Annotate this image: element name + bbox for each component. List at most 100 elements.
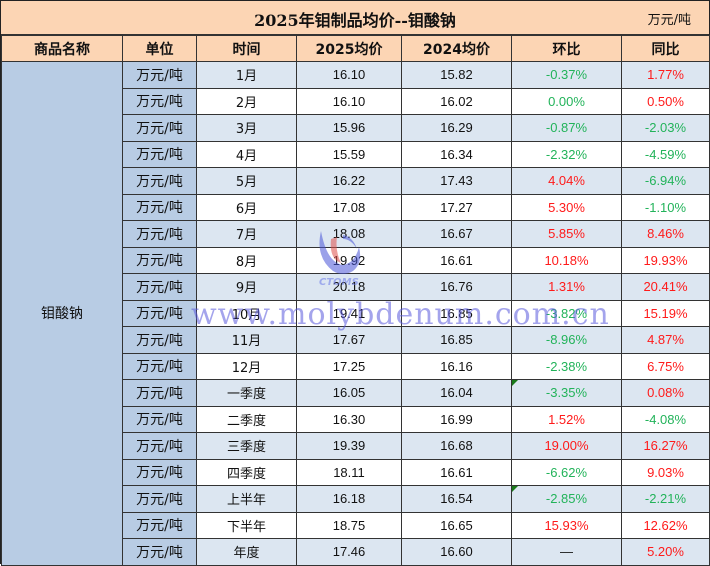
mom-cell[interactable]: -8.96% bbox=[511, 326, 622, 354]
unit-cell[interactable]: 万元/吨 bbox=[122, 61, 197, 89]
header-period[interactable]: 时间 bbox=[196, 35, 297, 62]
yoy-cell[interactable]: 8.46% bbox=[621, 220, 710, 248]
yoy-cell[interactable]: 4.87% bbox=[621, 326, 710, 354]
price-2025-cell[interactable]: 19.39 bbox=[296, 432, 402, 460]
period-cell[interactable]: 上半年 bbox=[196, 485, 297, 513]
unit-cell[interactable]: 万元/吨 bbox=[122, 140, 197, 168]
mom-cell[interactable]: -2.85% bbox=[511, 485, 622, 513]
price-2025-cell[interactable]: 16.10 bbox=[296, 61, 402, 89]
price-2024-cell[interactable]: 16.60 bbox=[401, 538, 512, 566]
period-cell[interactable]: 二季度 bbox=[196, 405, 297, 433]
price-2024-cell[interactable]: 16.99 bbox=[401, 405, 512, 433]
period-cell[interactable]: 一季度 bbox=[196, 379, 297, 407]
price-2025-cell[interactable]: 17.25 bbox=[296, 352, 402, 380]
mom-cell[interactable]: -6.62% bbox=[511, 458, 622, 486]
price-2025-cell[interactable]: 15.96 bbox=[296, 114, 402, 142]
price-2025-cell[interactable]: 18.08 bbox=[296, 220, 402, 248]
unit-cell[interactable]: 万元/吨 bbox=[122, 352, 197, 380]
header-price-2024[interactable]: 2024均价 bbox=[401, 35, 512, 62]
period-cell[interactable]: 7月 bbox=[196, 220, 297, 248]
mom-cell[interactable]: 15.93% bbox=[511, 511, 622, 539]
unit-cell[interactable]: 万元/吨 bbox=[122, 405, 197, 433]
mom-cell[interactable]: -2.32% bbox=[511, 140, 622, 168]
unit-cell[interactable]: 万元/吨 bbox=[122, 114, 197, 142]
period-cell[interactable]: 8月 bbox=[196, 246, 297, 274]
unit-cell[interactable]: 万元/吨 bbox=[122, 87, 197, 115]
mom-cell[interactable]: 1.31% bbox=[511, 273, 622, 301]
period-cell[interactable]: 11月 bbox=[196, 326, 297, 354]
price-2024-cell[interactable]: 15.82 bbox=[401, 61, 512, 89]
period-cell[interactable]: 12月 bbox=[196, 352, 297, 380]
yoy-cell[interactable]: -1.10% bbox=[621, 193, 710, 221]
mom-cell[interactable]: -0.87% bbox=[511, 114, 622, 142]
unit-cell[interactable]: 万元/吨 bbox=[122, 326, 197, 354]
mom-cell[interactable]: -0.37% bbox=[511, 61, 622, 89]
unit-cell[interactable]: 万元/吨 bbox=[122, 246, 197, 274]
price-2024-cell[interactable]: 16.68 bbox=[401, 432, 512, 460]
price-2024-cell[interactable]: 16.67 bbox=[401, 220, 512, 248]
price-2025-cell[interactable]: 15.59 bbox=[296, 140, 402, 168]
header-yoy[interactable]: 同比 bbox=[621, 35, 710, 62]
mom-cell[interactable]: 19.00% bbox=[511, 432, 622, 460]
mom-cell[interactable]: 4.04% bbox=[511, 167, 622, 195]
header-price-2025[interactable]: 2025均价 bbox=[296, 35, 402, 62]
price-2024-cell[interactable]: 17.27 bbox=[401, 193, 512, 221]
price-2025-cell[interactable]: 19.92 bbox=[296, 246, 402, 274]
header-mom[interactable]: 环比 bbox=[511, 35, 622, 62]
yoy-cell[interactable]: -4.59% bbox=[621, 140, 710, 168]
mom-cell[interactable]: — bbox=[511, 538, 622, 566]
yoy-cell[interactable]: 15.19% bbox=[621, 299, 710, 327]
price-2025-cell[interactable]: 16.22 bbox=[296, 167, 402, 195]
unit-cell[interactable]: 万元/吨 bbox=[122, 485, 197, 513]
price-2024-cell[interactable]: 16.85 bbox=[401, 299, 512, 327]
price-2024-cell[interactable]: 16.61 bbox=[401, 246, 512, 274]
unit-cell[interactable]: 万元/吨 bbox=[122, 458, 197, 486]
header-product[interactable]: 商品名称 bbox=[1, 35, 123, 62]
price-2024-cell[interactable]: 16.61 bbox=[401, 458, 512, 486]
period-cell[interactable]: 年度 bbox=[196, 538, 297, 566]
price-2024-cell[interactable]: 16.02 bbox=[401, 87, 512, 115]
unit-cell[interactable]: 万元/吨 bbox=[122, 432, 197, 460]
unit-cell[interactable]: 万元/吨 bbox=[122, 220, 197, 248]
period-cell[interactable]: 1月 bbox=[196, 61, 297, 89]
period-cell[interactable]: 四季度 bbox=[196, 458, 297, 486]
price-2024-cell[interactable]: 16.65 bbox=[401, 511, 512, 539]
mom-cell[interactable]: -3.35% bbox=[511, 379, 622, 407]
price-2025-cell[interactable]: 16.30 bbox=[296, 405, 402, 433]
mom-cell[interactable]: -2.38% bbox=[511, 352, 622, 380]
unit-cell[interactable]: 万元/吨 bbox=[122, 379, 197, 407]
yoy-cell[interactable]: 16.27% bbox=[621, 432, 710, 460]
yoy-cell[interactable]: 12.62% bbox=[621, 511, 710, 539]
price-2024-cell[interactable]: 16.16 bbox=[401, 352, 512, 380]
price-2025-cell[interactable]: 20.18 bbox=[296, 273, 402, 301]
unit-cell[interactable]: 万元/吨 bbox=[122, 538, 197, 566]
mom-cell[interactable]: 5.30% bbox=[511, 193, 622, 221]
yoy-cell[interactable]: -2.21% bbox=[621, 485, 710, 513]
unit-cell[interactable]: 万元/吨 bbox=[122, 273, 197, 301]
period-cell[interactable]: 9月 bbox=[196, 273, 297, 301]
yoy-cell[interactable]: 0.08% bbox=[621, 379, 710, 407]
yoy-cell[interactable]: -6.94% bbox=[621, 167, 710, 195]
header-unit[interactable]: 单位 bbox=[122, 35, 197, 62]
period-cell[interactable]: 10月 bbox=[196, 299, 297, 327]
price-2025-cell[interactable]: 16.05 bbox=[296, 379, 402, 407]
unit-cell[interactable]: 万元/吨 bbox=[122, 511, 197, 539]
period-cell[interactable]: 下半年 bbox=[196, 511, 297, 539]
yoy-cell[interactable]: 6.75% bbox=[621, 352, 710, 380]
yoy-cell[interactable]: 5.20% bbox=[621, 538, 710, 566]
price-2025-cell[interactable]: 16.10 bbox=[296, 87, 402, 115]
unit-cell[interactable]: 万元/吨 bbox=[122, 167, 197, 195]
price-2024-cell[interactable]: 16.29 bbox=[401, 114, 512, 142]
period-cell[interactable]: 3月 bbox=[196, 114, 297, 142]
price-2024-cell[interactable]: 16.85 bbox=[401, 326, 512, 354]
price-2024-cell[interactable]: 16.54 bbox=[401, 485, 512, 513]
price-2024-cell[interactable]: 16.76 bbox=[401, 273, 512, 301]
price-2025-cell[interactable]: 19.41 bbox=[296, 299, 402, 327]
yoy-cell[interactable]: 19.93% bbox=[621, 246, 710, 274]
price-2024-cell[interactable]: 16.34 bbox=[401, 140, 512, 168]
period-cell[interactable]: 5月 bbox=[196, 167, 297, 195]
yoy-cell[interactable]: 1.77% bbox=[621, 61, 710, 89]
price-2025-cell[interactable]: 16.18 bbox=[296, 485, 402, 513]
period-cell[interactable]: 6月 bbox=[196, 193, 297, 221]
unit-cell[interactable]: 万元/吨 bbox=[122, 193, 197, 221]
